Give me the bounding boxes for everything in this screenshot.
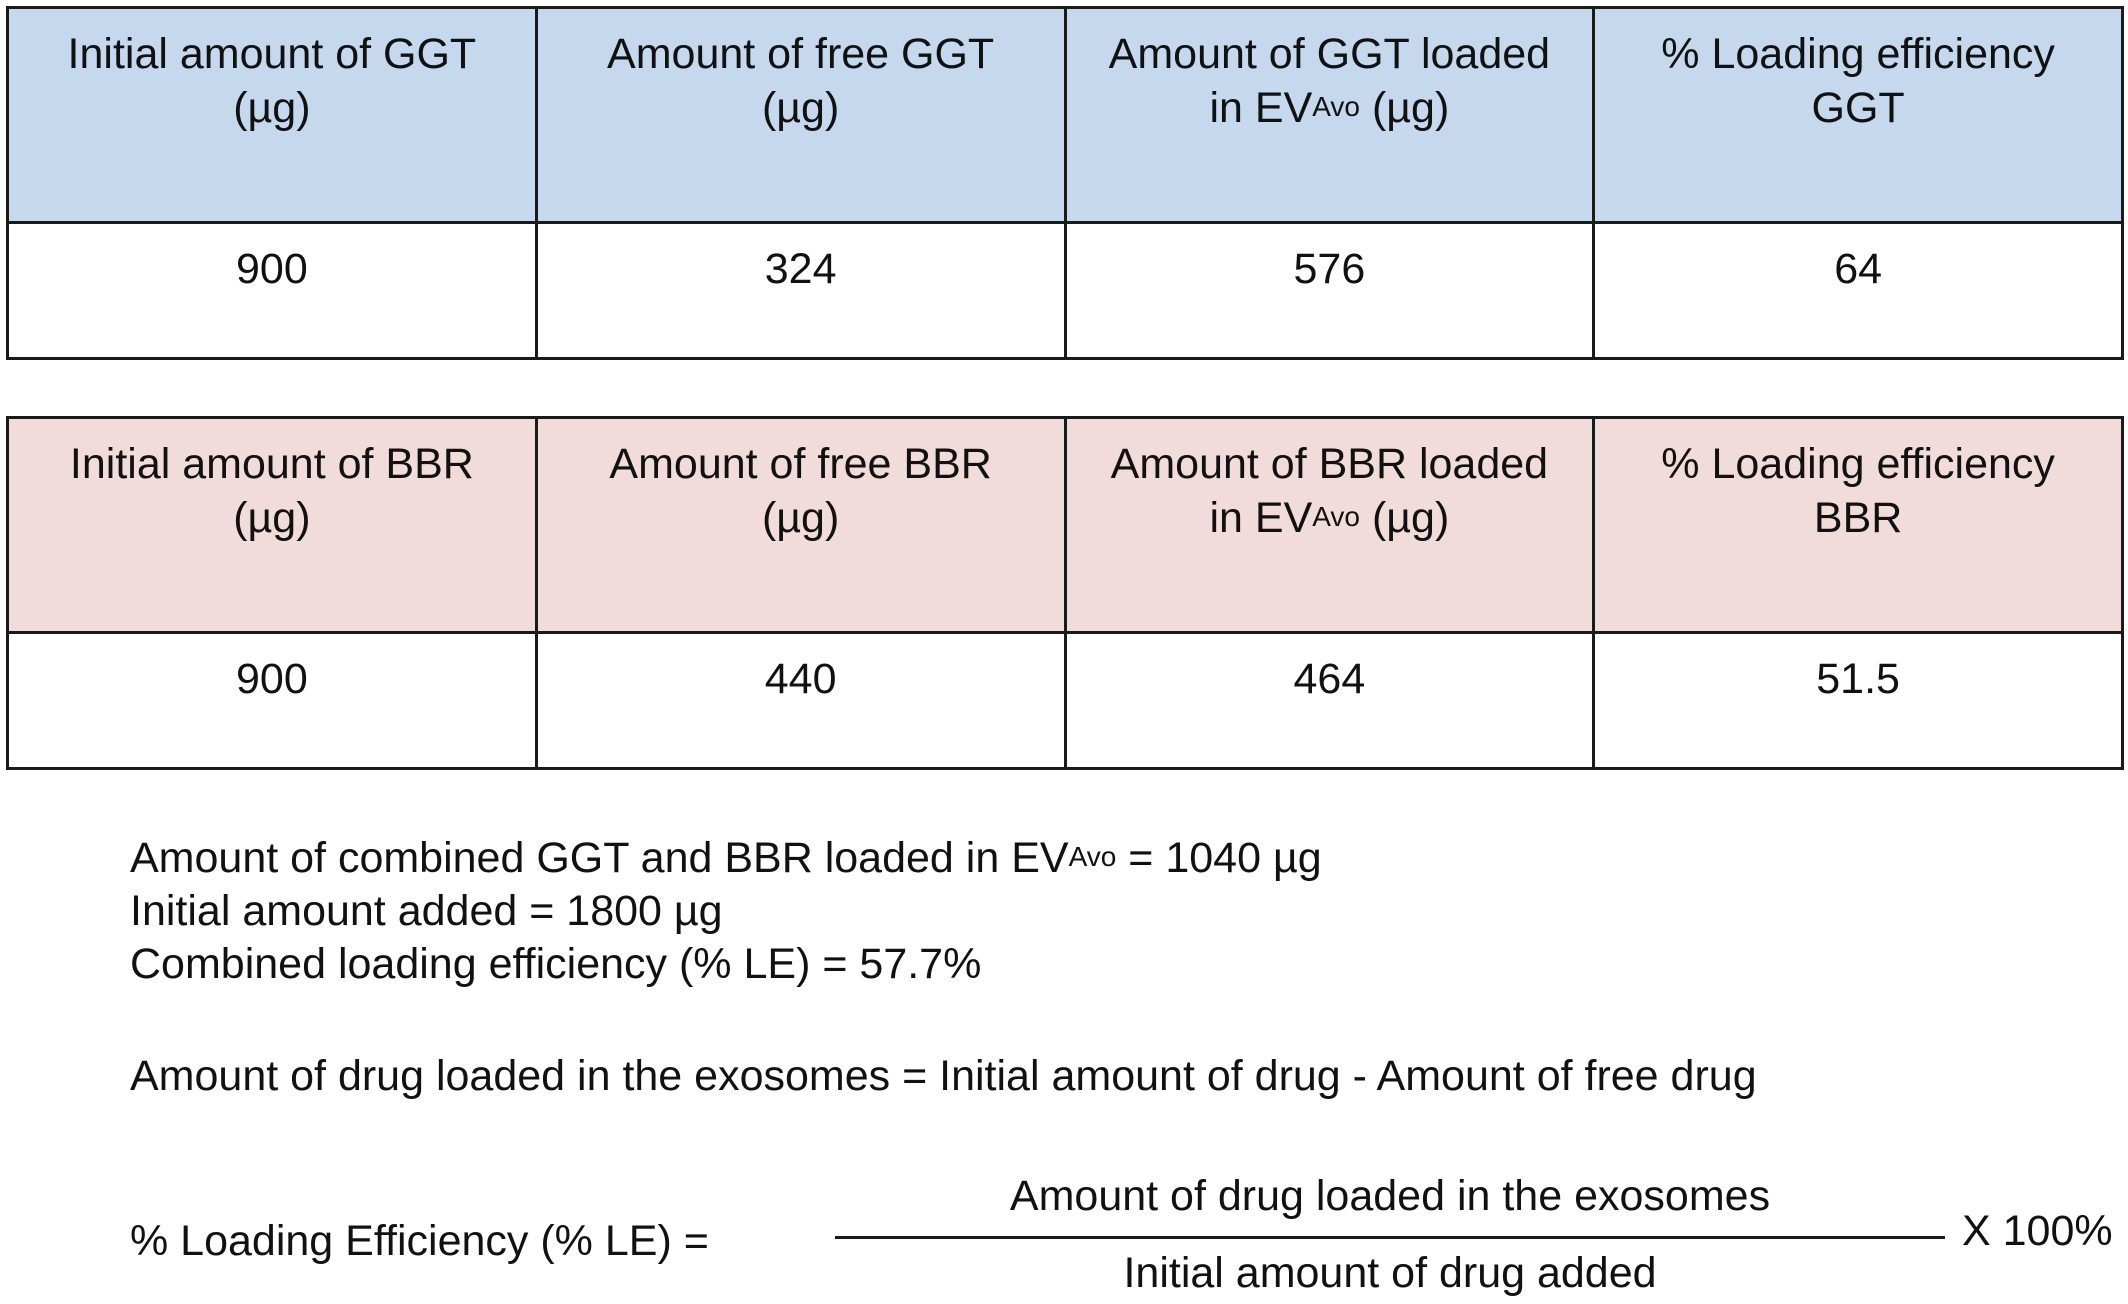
bbr-header-loaded-sup: Avo xyxy=(1312,501,1360,532)
ggt-value-free: 324 xyxy=(534,221,1067,360)
ggt-header-loaded-sup: Avo xyxy=(1312,91,1360,122)
ggt-header-initial-line2: (µg) xyxy=(233,84,311,132)
combined-efficiency-note: Combined loading efficiency (% LE) = 57.… xyxy=(130,940,982,988)
bbr-header-loaded-line2-post: (µg) xyxy=(1360,494,1450,542)
bbr-header-initial: Initial amount of BBR (µg) xyxy=(6,416,538,634)
ggt-header-initial-line1: Initial amount of GGT xyxy=(67,30,477,78)
bbr-value-efficiency: 51.5 xyxy=(1592,631,2124,770)
ggt-header-free: Amount of free GGT (µg) xyxy=(534,6,1067,224)
bbr-header-efficiency: % Loading efficiency BBR xyxy=(1592,416,2124,634)
bbr-header-efficiency-line1: % Loading efficiency xyxy=(1661,440,2055,488)
combined-loaded-sup: Avo xyxy=(1068,841,1117,872)
bbr-header-free-line1: Amount of free BBR xyxy=(609,440,992,488)
bbr-header-free: Amount of free BBR (µg) xyxy=(534,416,1067,634)
combined-notes: Amount of combined GGT and BBR loaded in… xyxy=(130,832,1322,991)
bbr-header-initial-line1: Initial amount of BBR xyxy=(69,440,474,488)
ggt-header-efficiency-line1: % Loading efficiency xyxy=(1661,30,2055,78)
bbr-header-loaded-line2-pre: in EV xyxy=(1209,494,1313,542)
bbr-value-row: 900 440 464 51.5 xyxy=(6,631,2124,770)
bbr-value-loaded: 464 xyxy=(1063,631,1596,770)
combined-loaded-note: Amount of combined GGT and BBR loaded in… xyxy=(130,832,1322,885)
formula-multiplier: X 100% xyxy=(1962,1207,2113,1255)
ggt-header-row: Initial amount of GGT (µg) Amount of free… xyxy=(6,6,2124,224)
drug-loaded-definition: Amount of drug loaded in the exosomes = … xyxy=(130,1052,1757,1100)
formula-denominator: Initial amount of drug added xyxy=(1123,1249,1657,1297)
initial-amount-note: Initial amount added = 1800 µg xyxy=(130,887,723,935)
bbr-header-loaded-line1: Amount of BBR loaded xyxy=(1110,440,1549,488)
ggt-value-efficiency: 64 xyxy=(1592,221,2124,360)
formula-numerator: Amount of drug loaded in the exosomes xyxy=(1009,1172,1771,1220)
ggt-loading-table: Initial amount of GGT (µg) Amount of free… xyxy=(6,6,2124,360)
ggt-header-loaded-line2-pre: in EV xyxy=(1209,84,1313,132)
bbr-value-initial: 900 xyxy=(6,631,538,770)
ggt-header-free-line1: Amount of free GGT xyxy=(607,30,995,78)
ggt-value-initial: 900 xyxy=(6,221,538,360)
ggt-header-efficiency: % Loading efficiency GGT xyxy=(1592,6,2124,224)
ggt-header-efficiency-line2: GGT xyxy=(1811,84,1905,132)
bbr-header-row: Initial amount of BBR (µg) Amount of free… xyxy=(6,416,2124,634)
ggt-header-loaded: Amount of GGT loaded in EVAvo (µg) xyxy=(1063,6,1596,224)
ggt-value-row: 900 324 576 64 xyxy=(6,221,2124,360)
bbr-header-loaded: Amount of BBR loaded in EVAvo (µg) xyxy=(1063,416,1596,634)
ggt-value-loaded: 576 xyxy=(1063,221,1596,360)
ggt-header-free-line2: (µg) xyxy=(761,84,840,132)
combined-loaded-post: = 1040 µg xyxy=(1116,834,1322,882)
bbr-header-efficiency-line2: BBR xyxy=(1813,494,1903,542)
bbr-header-free-line2: (µg) xyxy=(761,494,840,542)
combined-loaded-pre: Amount of combined GGT and BBR loaded in… xyxy=(130,834,1069,882)
formula-lhs: % Loading Efficiency (% LE) = xyxy=(130,1217,709,1265)
ggt-header-initial: Initial amount of GGT (µg) xyxy=(6,6,538,224)
ggt-header-loaded-line1: Amount of GGT loaded xyxy=(1108,30,1551,78)
ggt-header-loaded-line2-post: (µg) xyxy=(1360,84,1450,132)
bbr-value-free: 440 xyxy=(534,631,1067,770)
bbr-loading-table: Initial amount of BBR (µg) Amount of free… xyxy=(6,416,2124,770)
formula-fraction-bar xyxy=(835,1236,1945,1239)
bbr-header-initial-line2: (µg) xyxy=(233,494,311,542)
